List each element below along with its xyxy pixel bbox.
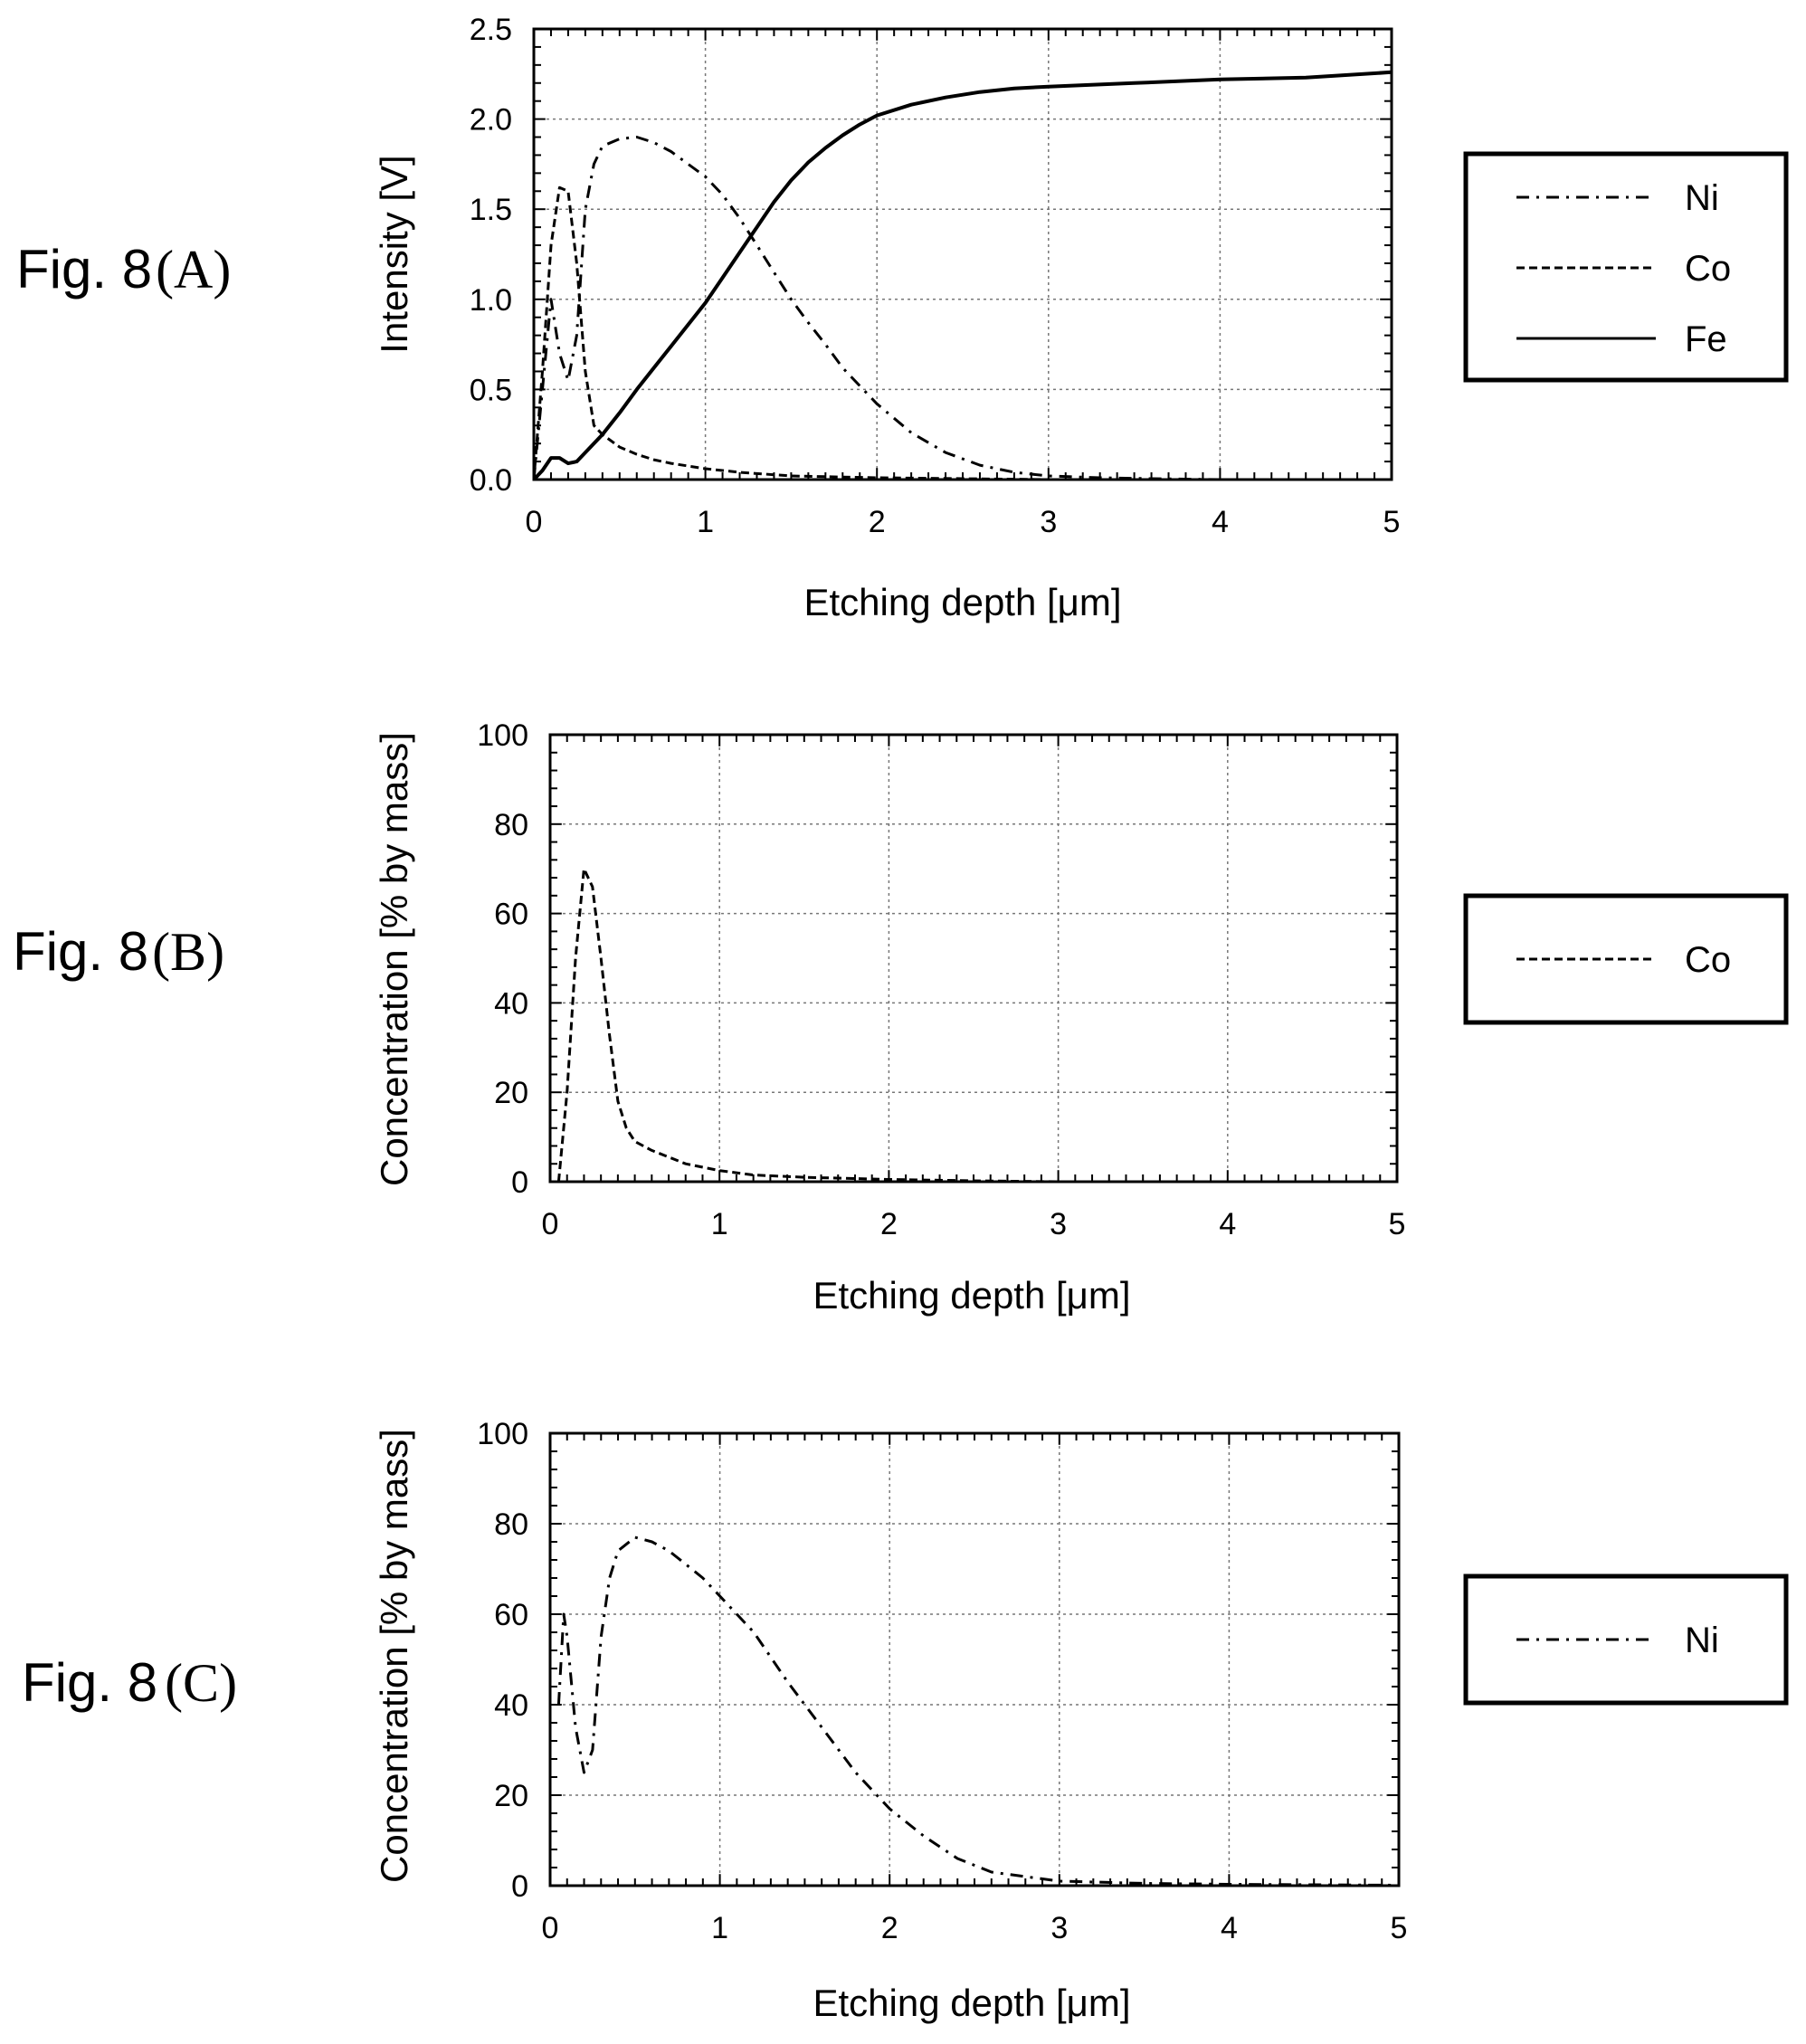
plot-frame — [532, 27, 1393, 481]
x-tick-label: 3 — [1050, 1911, 1068, 1945]
y-axis-title: Intensity [V] — [373, 155, 415, 353]
y-tick-label: 100 — [477, 1417, 528, 1451]
x-tick-label: 5 — [1391, 1911, 1408, 1945]
y-tick-label: 0.5 — [470, 373, 512, 407]
y-tick-label: 40 — [494, 986, 528, 1021]
x-tick-label: 3 — [1050, 1207, 1067, 1241]
y-tick-label: 0.0 — [470, 463, 512, 498]
x-tick-label: 5 — [1383, 505, 1401, 539]
series-line-ni — [556, 1535, 1400, 1887]
legend-label-ni: Ni — [1685, 1621, 1719, 1660]
x-axis-title: Etching depth [μm] — [813, 1982, 1130, 2024]
y-axis-title: Concentration [% by mass] — [373, 1429, 415, 1883]
figure-label: Fig. 8(A) — [16, 239, 231, 299]
legend-label-fe: Fe — [1685, 319, 1727, 359]
x-axis-title: Etching depth [μm] — [803, 581, 1121, 623]
plot-frame — [548, 1431, 1401, 1887]
x-tick-label: 5 — [1389, 1207, 1406, 1241]
x-tick-label: 1 — [697, 505, 714, 539]
series-line-ni — [532, 136, 1392, 481]
x-tick-label: 0 — [526, 505, 543, 539]
y-tick-label: 2.5 — [470, 13, 512, 47]
legend-label-co: Co — [1685, 940, 1731, 980]
figure-label-suffix: (A) — [156, 240, 231, 299]
legend-label-co: Co — [1685, 249, 1731, 289]
y-tick-label: 2.0 — [470, 103, 512, 138]
y-tick-label: 0 — [511, 1869, 528, 1904]
x-tick-label: 0 — [542, 1207, 559, 1241]
series-line-fe — [532, 70, 1393, 481]
y-tick-label: 1.0 — [470, 283, 512, 318]
plot-frame — [548, 733, 1399, 1184]
series-line-co — [556, 867, 1397, 1184]
x-tick-label: 1 — [711, 1911, 728, 1945]
legend: Co — [1463, 893, 1789, 1025]
x-axis-title: Etching depth [μm] — [813, 1274, 1130, 1317]
x-tick-label: 3 — [1040, 505, 1057, 539]
y-tick-label: 1.5 — [470, 193, 512, 227]
y-tick-label: 60 — [494, 1598, 528, 1632]
y-tick-label: 40 — [494, 1688, 528, 1723]
figure-8b: Fig. 8(B) 0 1 2 3 4 5 0 20 40 60 80 100 Etching dep… — [13, 718, 1789, 1317]
chart-co-concentration: 0 1 2 3 4 5 0 20 40 60 80 100 — [477, 718, 1405, 1241]
x-tick-label: 1 — [711, 1207, 728, 1241]
figure-label-main: Fig. 8 — [13, 921, 148, 982]
figure-label-main: Fig. 8 — [16, 239, 152, 299]
x-tick-label: 2 — [881, 1911, 898, 1945]
y-tick-label: 20 — [494, 1076, 528, 1110]
y-tick-label: 20 — [494, 1779, 528, 1813]
y-tick-label: 80 — [494, 808, 528, 842]
chart-ni-concentration: 0 1 2 3 4 5 0 20 40 60 80 100 — [477, 1417, 1407, 1945]
x-tick-label: 4 — [1221, 1911, 1238, 1945]
legend: Ni Co Fe — [1463, 151, 1789, 383]
figure-label: Fig. 8 (C) — [22, 1652, 237, 1713]
x-tick-label: 4 — [1219, 1207, 1236, 1241]
y-axis-title: Concentration [% by mass] — [373, 732, 415, 1186]
x-tick-label: 2 — [880, 1207, 898, 1241]
x-tick-label: 4 — [1212, 505, 1229, 539]
y-tick-label: 80 — [494, 1507, 528, 1542]
figure-8a: Fig. 8(A) 0 1 2 3 4 5 0.0 0.5 1.0 1.5 2.0 2.5 Etchi… — [16, 13, 1789, 623]
chart-intensity: 0 1 2 3 4 5 0.0 0.5 1.0 1.5 2.0 2.5 — [470, 13, 1401, 539]
x-tick-label: 0 — [542, 1911, 559, 1945]
legend: Ni — [1463, 1573, 1789, 1706]
y-tick-label: 60 — [494, 898, 528, 932]
y-tick-label: 100 — [477, 718, 528, 753]
figure-label: Fig. 8(B) — [13, 921, 224, 982]
figure-label-suffix: (C) — [165, 1653, 237, 1713]
figure-label-main: Fig. 8 — [22, 1652, 157, 1713]
legend-label-ni: Ni — [1685, 178, 1719, 218]
x-tick-label: 2 — [869, 505, 886, 539]
figure-label-suffix: (B) — [152, 922, 224, 982]
figure-8c: Fig. 8 (C) 0 1 2 3 4 5 0 20 40 60 80 100 Etching dep… — [22, 1417, 1789, 2024]
series-line-co — [532, 185, 1392, 481]
y-tick-label: 0 — [511, 1165, 528, 1200]
